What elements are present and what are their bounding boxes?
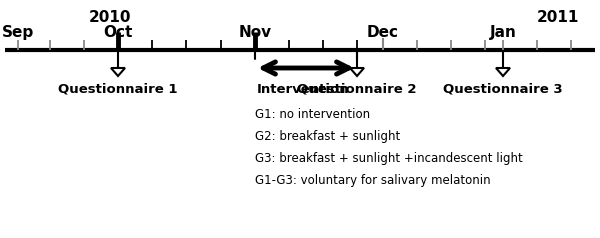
Text: Sep: Sep bbox=[2, 25, 34, 40]
Text: Jan: Jan bbox=[490, 25, 517, 40]
Text: G3: breakfast + sunlight +incandescent light: G3: breakfast + sunlight +incandescent l… bbox=[255, 152, 523, 165]
Text: G2: breakfast + sunlight: G2: breakfast + sunlight bbox=[255, 130, 400, 143]
Text: Questionnaire 2: Questionnaire 2 bbox=[297, 83, 417, 96]
Polygon shape bbox=[496, 68, 510, 76]
Text: Nov: Nov bbox=[238, 25, 272, 40]
Text: 2010: 2010 bbox=[89, 10, 131, 25]
Text: Questionnaire 1: Questionnaire 1 bbox=[58, 83, 178, 96]
Text: G1-G3: voluntary for salivary melatonin: G1-G3: voluntary for salivary melatonin bbox=[255, 174, 491, 187]
Text: G1: no intervention: G1: no intervention bbox=[255, 108, 370, 121]
Polygon shape bbox=[350, 68, 364, 76]
Polygon shape bbox=[111, 68, 125, 76]
Text: Oct: Oct bbox=[103, 25, 133, 40]
Text: Questionnaire 3: Questionnaire 3 bbox=[443, 83, 563, 96]
Text: Intervention: Intervention bbox=[257, 83, 350, 96]
Text: Dec: Dec bbox=[367, 25, 399, 40]
Text: 2011: 2011 bbox=[537, 10, 579, 25]
